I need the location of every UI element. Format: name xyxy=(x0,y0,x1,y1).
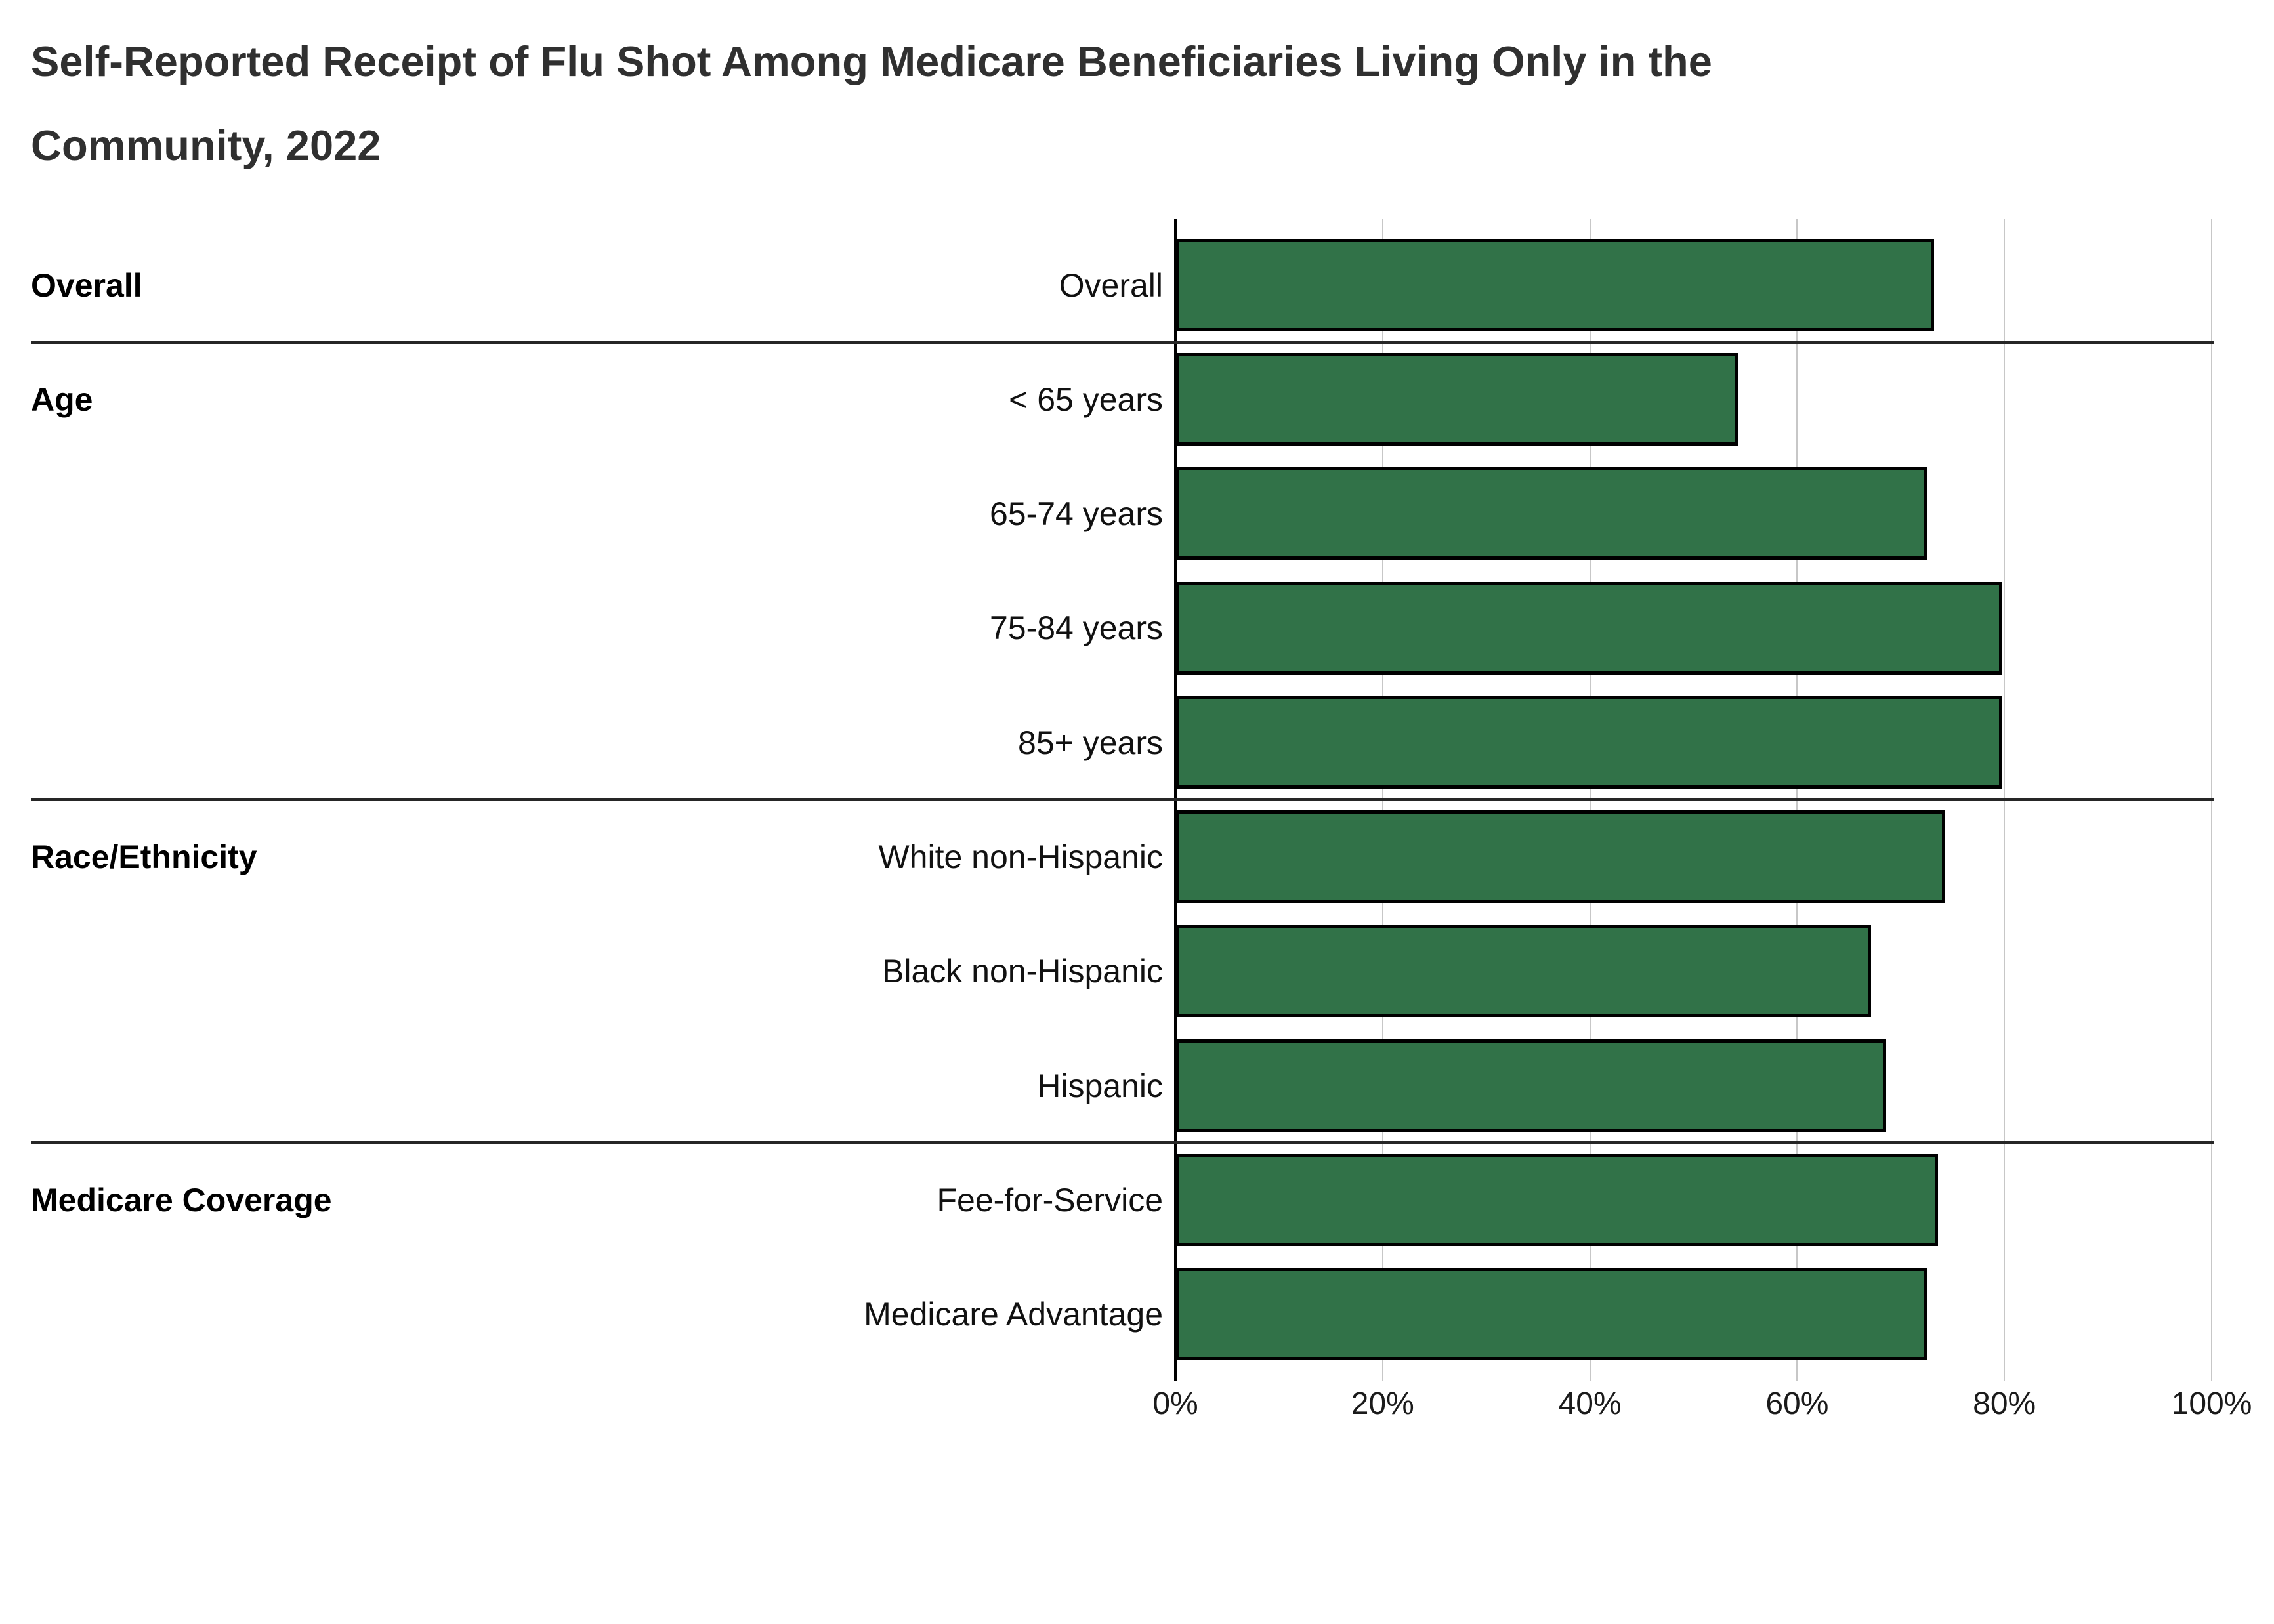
group-divider xyxy=(31,340,2214,344)
x-tick-label-40pct: 40% xyxy=(1558,1386,1622,1421)
group-divider xyxy=(31,798,2214,801)
x-tick-label-100pct: 100% xyxy=(2171,1386,2252,1421)
bar-medicare-advantage xyxy=(1175,1268,1927,1361)
group-label-age: Age xyxy=(31,381,93,418)
chart-title-line2: Community, 2022 xyxy=(31,121,381,169)
bar-black-non-hispanic xyxy=(1175,925,1871,1018)
category-label-medicare-advantage: Medicare Advantage xyxy=(864,1296,1163,1333)
category-label-75-84-years: 75-84 years xyxy=(989,610,1163,647)
category-label-black-non-hispanic: Black non-Hispanic xyxy=(882,953,1163,990)
bar-hispanic xyxy=(1175,1039,1887,1132)
x-tick-label-60pct: 60% xyxy=(1765,1386,1829,1421)
group-label-medicare-coverage: Medicare Coverage xyxy=(31,1181,332,1218)
chart-title: Self-Reported Receipt of Flu Shot Among … xyxy=(31,20,2183,188)
category-label-overall: Overall xyxy=(1059,266,1163,304)
bar-fee-for-service xyxy=(1175,1154,1939,1247)
category-label-hispanic: Hispanic xyxy=(1037,1067,1163,1104)
bar-65-years xyxy=(1175,352,1738,446)
bar-85-years xyxy=(1175,696,2003,789)
category-label-65-years: < 65 years xyxy=(1009,381,1163,418)
group-label-overall: Overall xyxy=(31,266,142,304)
x-tick-label-80pct: 80% xyxy=(1973,1386,2036,1421)
group-label-race-ethnicity: Race/Ethnicity xyxy=(31,839,257,875)
category-label-65-74-years: 65-74 years xyxy=(989,495,1163,533)
bar-65-74-years xyxy=(1175,467,1927,560)
bar-white-non-hispanic xyxy=(1175,810,1946,904)
category-label-85-years: 85+ years xyxy=(1018,724,1163,761)
bar-overall xyxy=(1175,238,1934,331)
category-label-white-non-hispanic: White non-Hispanic xyxy=(878,839,1163,875)
bar-75-84-years xyxy=(1175,581,2003,675)
group-divider xyxy=(31,1140,2214,1144)
x-tick-label-20pct: 20% xyxy=(1351,1386,1414,1421)
x-tick-label-0pct: 0% xyxy=(1152,1386,1198,1421)
category-label-fee-for-service: Fee-for-Service xyxy=(937,1181,1163,1218)
chart-title-line1: Self-Reported Receipt of Flu Shot Among … xyxy=(31,37,1712,85)
